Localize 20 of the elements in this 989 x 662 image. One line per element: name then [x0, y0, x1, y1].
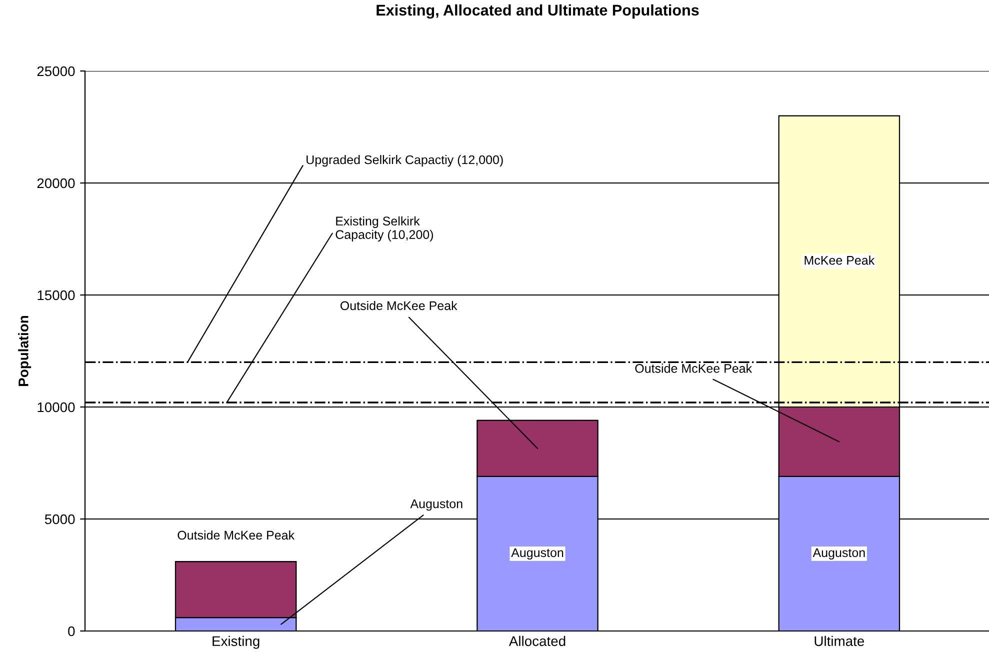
y-tick-label: 0 [68, 626, 75, 636]
y-tick-label: 10000 [38, 402, 75, 412]
x-tick-label: Existing [212, 636, 260, 649]
x-tick-label: Ultimate [814, 636, 864, 646]
y-tick-label: 20000 [37, 178, 75, 188]
annotation: Outside McKee Peak [635, 364, 752, 373]
annotation: McKee Peak [804, 256, 875, 265]
chart-title: Existing, Allocated and Ultimate Populations [376, 4, 699, 19]
y-axis-title: Population [18, 316, 32, 386]
y-tick-label: 15000 [38, 290, 75, 300]
x-tick-label: Allocated [508, 636, 566, 646]
ref-line-label: Upgraded Selkirk Capactiy (12,000) [306, 154, 503, 167]
annotation: Outside McKee Peak [340, 300, 458, 310]
annotation: Auguston [812, 548, 865, 560]
annotation: Auguston [410, 499, 462, 511]
annotation: Auguston [511, 548, 564, 560]
annotation: Outside McKee Peak [178, 530, 295, 540]
y-tick-label: 25000 [37, 66, 75, 76]
y-tick-label: 5000 [44, 514, 75, 524]
ref-line-label: Existing Selkirk Capacity (10,200) [336, 216, 434, 242]
